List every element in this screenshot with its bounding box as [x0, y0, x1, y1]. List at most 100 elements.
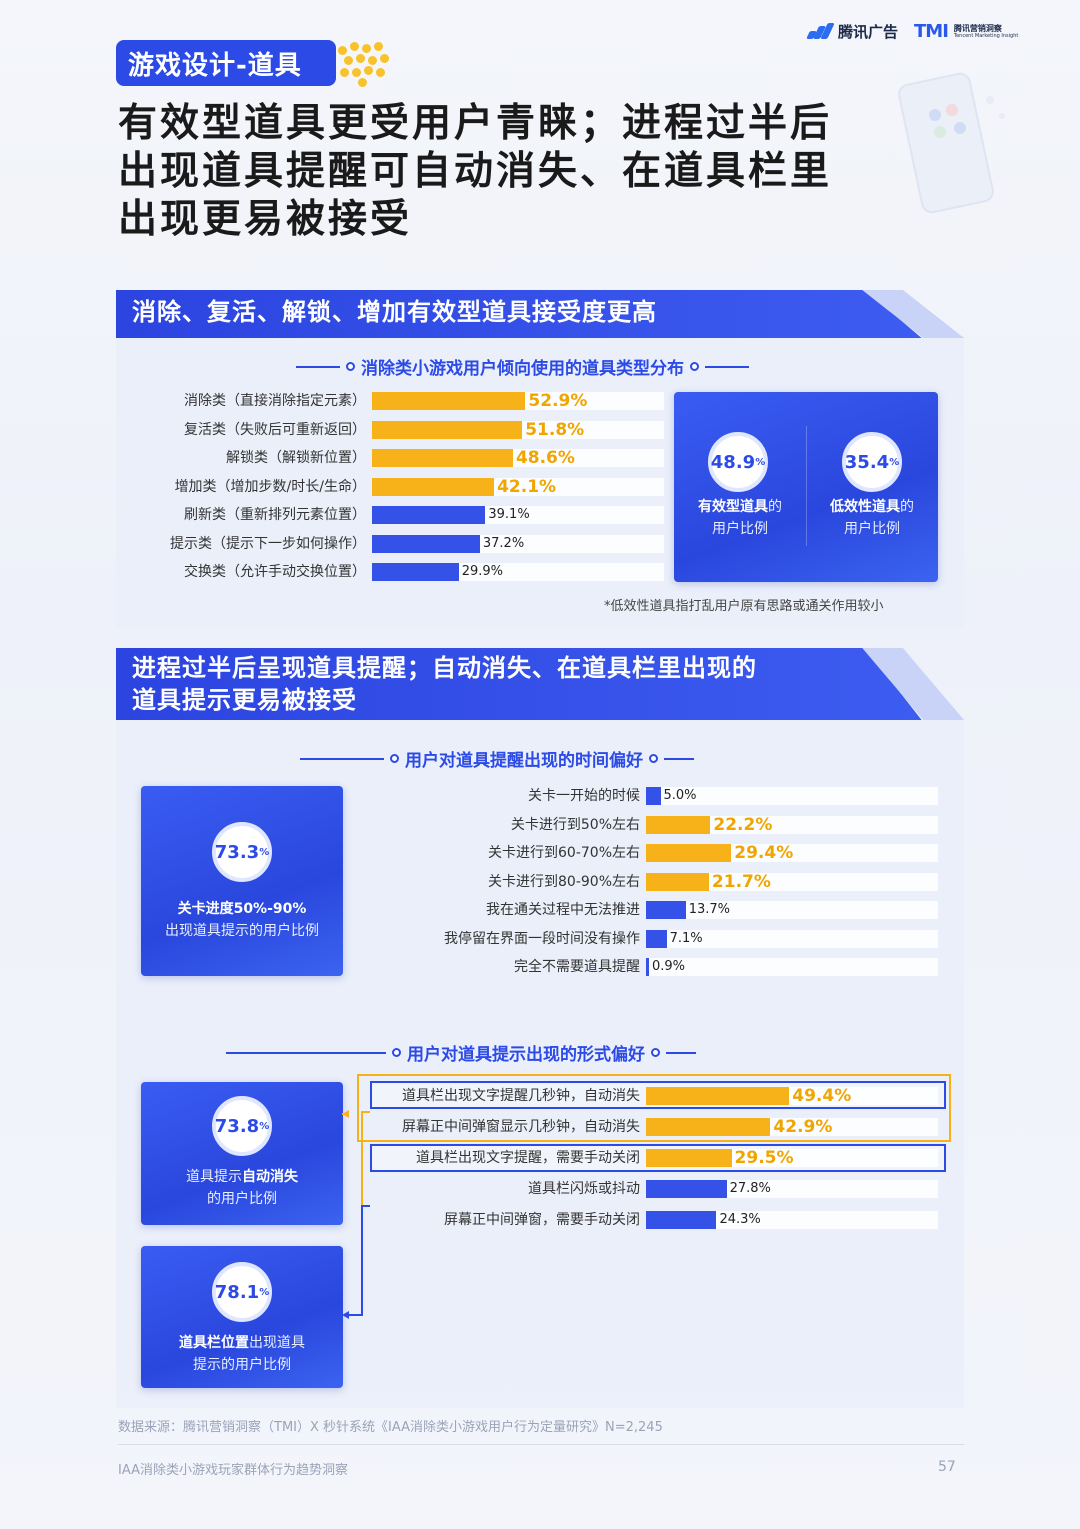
page-headline: 有效型道具更受用户青睐；进程过半后 出现道具提醒可自动消失、在道具栏里 出现更易… [118, 100, 838, 244]
stat-auto-label-bold: 自动消失 [242, 1169, 298, 1185]
chart2-category-label: 关卡进行到60-70%左右 [488, 845, 640, 861]
chart2-bar [646, 815, 711, 834]
chart2-bar [646, 787, 661, 805]
chart3-category-label: 屏幕正中间弹窗，需要手动关闭 [444, 1212, 640, 1228]
headline-line-3: 出现更易被接受 [118, 197, 413, 242]
chart1-bar [372, 420, 523, 439]
chart2-row: 关卡进行到60-70%左右 29.4% [488, 842, 938, 864]
chart1-title: 消除类小游戏用户倾向使用的道具类型分布 [296, 354, 749, 379]
chart1-row: 提示类（提示下一步如何操作） 37.2% [170, 533, 664, 555]
brand-name: 腾讯广告 [838, 22, 899, 41]
chart1-value-label: 39.1% [488, 507, 530, 522]
chart2-track [646, 901, 938, 919]
decorative-dots [338, 42, 394, 87]
chart2-value-label: 7.1% [669, 930, 703, 946]
chart1-row: 交换类（允许手动交换位置） 29.9% [184, 561, 664, 583]
chart2-value-label: 21.7% [711, 871, 771, 892]
chart3-value-label: 42.9% [773, 1117, 833, 1137]
tmi-en: Tencent Marketing Insight [953, 32, 1019, 39]
chart3-bar [646, 1118, 771, 1136]
stat-auto-label-2: 的用户比例 [207, 1191, 277, 1207]
chart1-row: 增加类（增加步数/时长/生命） 42.1% [175, 476, 664, 498]
chart1-bar [372, 506, 486, 524]
ring-timing: 73.3% [212, 822, 272, 882]
headline-line-2: 出现道具提醒可自动消失、在道具栏里 [118, 149, 833, 194]
chart1-title-text: 消除类小游戏用户倾向使用的道具类型分布 [361, 359, 684, 379]
chart2-value-label: 0.9% [652, 959, 686, 974]
section1-banner-text: 消除、复活、解锁、增加有效型道具接受度更高 [132, 298, 657, 326]
chart1-category-label: 提示类（提示下一步如何操作） [170, 535, 366, 552]
chart2-track [646, 815, 938, 834]
chart2-bar [646, 844, 732, 862]
chart1-value-label: 29.9% [461, 564, 504, 579]
chart2-track [646, 929, 938, 948]
section2-banner-line-1: 进程过半后呈现道具提醒；自动消失、在道具栏里出现的 [132, 654, 757, 682]
section2-banner-text: 进程过半后呈现道具提醒；自动消失、在道具栏里出现的 道具提示更易被接受 [116, 648, 964, 716]
chart2-category-label: 我停留在界面一段时间没有操作 [444, 930, 640, 947]
stat-effective-label: 有效型道具的 用户比例 [674, 496, 806, 540]
chart1-row: 消除类（直接消除指定元素） 52.9% [184, 390, 664, 412]
chart1-bar [372, 563, 459, 581]
tencent-ads-logo-icon [806, 23, 835, 39]
stat-effective-label-rest: 的 [768, 499, 782, 515]
chart2-value-label: 22.2% [713, 814, 773, 835]
highlight-auto-dismiss [357, 1074, 951, 1142]
chart2-value-label: 5.0% [663, 788, 697, 803]
chart2-bar [646, 958, 649, 976]
headline-line-1: 有效型道具更受用户青睐；进程过半后 [118, 101, 833, 146]
page-number: 57 [938, 1459, 956, 1475]
chart2-category-label: 完全不需要道具提醒 [514, 959, 640, 975]
chart1-bar [372, 477, 495, 496]
chart1-value-label: 52.9% [528, 391, 588, 411]
tmi-text-block: 腾讯营销洞察 Tencent Marketing Insight [954, 24, 1018, 39]
chart2-track [646, 787, 938, 805]
chart2-value-label: 29.4% [734, 843, 794, 863]
stat-auto-value: 73.8 [214, 1115, 260, 1137]
stat-effective-label-2: 用户比例 [712, 521, 768, 537]
chart2-bar [646, 872, 709, 891]
chart2-bar [646, 929, 667, 948]
stats-card-toolbar: 78.1% 道具栏位置出现道具 提示的用户比例 [141, 1246, 343, 1388]
chart1-bar [372, 392, 526, 410]
chart3-bar [646, 1180, 727, 1198]
chart3-value-label: 24.3% [719, 1212, 761, 1227]
stat-low-label-rest: 的 [900, 499, 914, 515]
decorative-phone-icon [898, 72, 1005, 214]
stat-low-label-bold: 低效性道具 [830, 499, 900, 515]
chart3-category-label: 道具栏出现文字提醒，需要手动关闭 [416, 1150, 640, 1166]
stat-toolbar-unit: % [259, 1286, 270, 1298]
stat-low-label-2: 用户比例 [844, 521, 900, 537]
stat-auto-label: 道具提示自动消失 的用户比例 [141, 1166, 343, 1210]
chart3-category-label: 屏幕正中间弹窗显示几秒钟，自动消失 [402, 1119, 640, 1135]
stat-timing-value: 73.3 [214, 841, 260, 863]
stat-timing-label: 关卡进度50%-90% 出现道具提示的用户比例 [141, 898, 343, 942]
chart1-row: 刷新类（重新排列元素位置） 39.1% [184, 504, 664, 526]
data-source: 数据来源：腾讯营销洞察（TMI）X 秒针系统《IAA消除类小游戏用户行为定量研究… [118, 1420, 663, 1435]
chart3-row: 道具栏闪烁或抖动 27.8% [528, 1178, 938, 1200]
footnote: *低效性道具指打乱用户原有思路或通关作用较小 [604, 599, 884, 614]
chart2-track [646, 958, 938, 976]
stat-auto-unit: % [259, 1120, 270, 1132]
stat-low-value: 35.4 [844, 451, 890, 473]
stats-card-auto-dismiss: 73.8% 道具提示自动消失 的用户比例 [141, 1082, 343, 1225]
chart1-value-label: 51.8% [525, 419, 585, 440]
stats-divider [806, 426, 807, 546]
chart2-category-label: 关卡一开始的时候 [528, 788, 640, 804]
chart1-bar [372, 534, 480, 553]
chart2-row: 关卡进行到50%左右 22.2% [511, 814, 938, 836]
stat-toolbar-label-2: 提示的用户比例 [193, 1357, 291, 1373]
chart3-row: 道具栏出现文字提醒几秒钟，自动消失 49.4% [402, 1085, 938, 1107]
chart1-category-label: 解锁类（解锁新位置） [226, 450, 366, 466]
ring-effective: 48.9% [708, 432, 768, 492]
stat-timing-unit: % [259, 846, 270, 858]
chart1-row: 解锁类（解锁新位置） 48.6% [226, 447, 664, 469]
stat-low-label: 低效性道具的 用户比例 [806, 496, 938, 540]
chart2-category-label: 关卡进行到50%左右 [510, 816, 640, 833]
chart2-track [646, 872, 938, 891]
chart3-bar [646, 1087, 790, 1105]
stat-toolbar-label-bold: 道具栏位置 [179, 1335, 249, 1351]
stats-card-effective: 48.9% 有效型道具的 用户比例 35.4% 低效性道具的 用户比例 [674, 392, 938, 582]
chart3-title-text: 用户对道具提示出现的形式偏好 [407, 1045, 645, 1065]
section2-banner: 进程过半后呈现道具提醒；自动消失、在道具栏里出现的 道具提示更易被接受 [116, 648, 964, 720]
chart3-bar [646, 1211, 717, 1229]
